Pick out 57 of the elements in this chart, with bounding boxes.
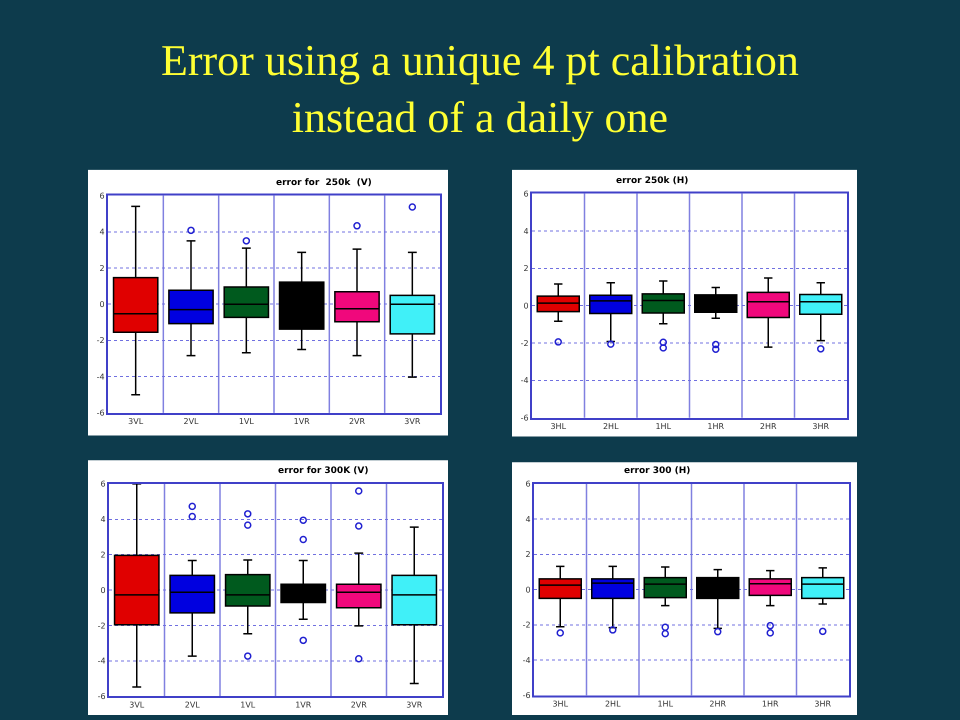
x-tick-label: 2VL — [184, 700, 200, 710]
x-tick-label: 2VR — [348, 417, 366, 426]
y-tick-label: -2 — [96, 336, 105, 346]
x-tick-label: 1VL — [238, 417, 254, 426]
y-tick-label: 0 — [526, 585, 531, 594]
x-tick-label: 3VR — [404, 417, 421, 426]
y-tick-label: -2 — [98, 621, 106, 630]
y-tick-label: -6 — [520, 414, 529, 423]
y-tick-label: -6 — [98, 692, 106, 702]
x-tick-label: 2HR — [709, 700, 727, 709]
y-tick-label: 2 — [100, 264, 105, 273]
x-tick-label: 1HL — [655, 422, 672, 432]
y-tick-label: 2 — [526, 550, 531, 560]
y-tick-label: 2 — [100, 550, 106, 560]
y-tick-label: 6 — [100, 191, 105, 200]
y-tick-label: 2 — [524, 264, 529, 274]
y-tick-label: 6 — [524, 189, 529, 198]
x-tick-label: 2HL — [604, 700, 622, 709]
x-tick-label: 1VR — [294, 417, 310, 426]
x-tick-label: 3HL — [550, 422, 567, 432]
chart-title: error for 250k (V) — [276, 178, 372, 188]
x-tick-label: 2VR — [350, 700, 368, 710]
chart-title: error 250k (H) — [616, 176, 688, 186]
y-tick-label: -2 — [520, 338, 529, 348]
y-tick-label: -6 — [96, 408, 105, 418]
chart-title: error 300 (H) — [624, 466, 690, 476]
x-tick-label: 2VL — [183, 417, 200, 426]
text: Error using a unique 4 pt calibration instead of a daily one — [161, 36, 799, 142]
y-tick-label: -4 — [96, 372, 105, 382]
x-tick-label: 3HR — [812, 422, 830, 432]
x-tick-label: 3HL — [552, 700, 569, 709]
y-tick-label: 4 — [526, 514, 531, 524]
y-tick-label: -2 — [522, 620, 531, 630]
x-tick-label: 1HR — [762, 700, 780, 709]
y-tick-label: 0 — [100, 586, 106, 595]
x-tick-label: 3HR — [814, 700, 832, 709]
y-tick-label: -6 — [522, 691, 531, 700]
y-tick-label: -4 — [522, 656, 531, 665]
x-tick-label: 3VL — [128, 417, 144, 426]
y-tick-label: 4 — [100, 515, 106, 524]
y-tick-label: -4 — [520, 376, 529, 386]
y-tick-label: 6 — [526, 480, 531, 489]
x-tick-label: 3VL — [129, 700, 145, 710]
y-tick-label: 4 — [524, 226, 529, 236]
x-tick-label: 3VR — [406, 700, 423, 710]
y-tick-label: -4 — [98, 656, 106, 666]
y-tick-label: 6 — [100, 480, 106, 489]
x-tick-label: 1VL — [240, 700, 256, 710]
x-tick-label: 2HL — [602, 422, 620, 432]
x-tick-label: 1HL — [657, 700, 674, 709]
x-tick-label: 1HR — [707, 422, 725, 432]
y-tick-label: 0 — [524, 301, 529, 310]
x-tick-label: 1VR — [295, 700, 312, 710]
y-tick-label: 4 — [100, 228, 105, 237]
y-tick-label: 0 — [100, 300, 105, 310]
x-tick-label: 2HR — [760, 422, 778, 432]
chart-title: error for 300K (V) — [278, 466, 368, 476]
